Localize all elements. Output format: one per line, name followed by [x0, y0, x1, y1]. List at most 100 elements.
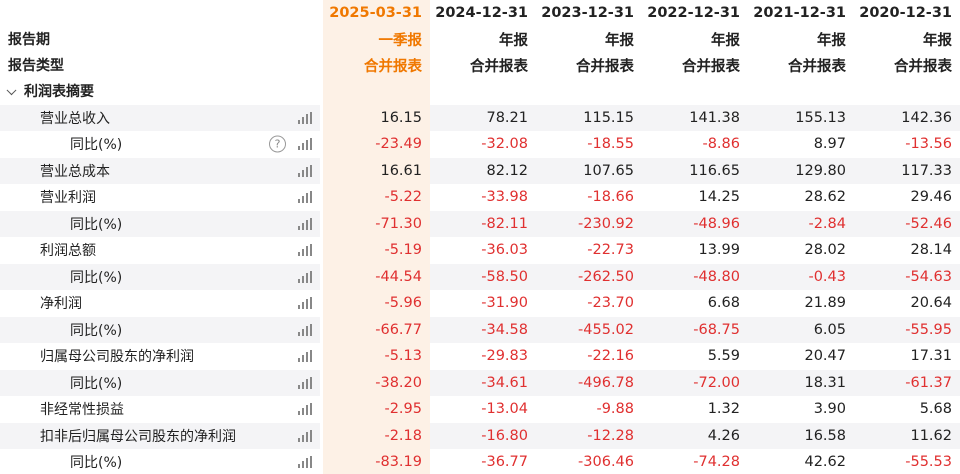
table-cell: 6.05 [813, 321, 846, 338]
table-cell: -36.03 [481, 242, 528, 259]
table-row: 利润总额 -5.19 -36.03 -22.73 13.99 28.02 28.14 [0, 237, 960, 264]
bar-chart-icon[interactable] [298, 191, 313, 204]
table-cell: 155.13 [795, 109, 846, 126]
table-cell: -52.46 [905, 215, 952, 232]
table-cell: -29.83 [481, 348, 528, 365]
table-cell: -61.37 [905, 374, 952, 391]
header-type: 合并报表 [323, 52, 430, 78]
bar-chart-icon[interactable] [298, 111, 313, 124]
table-cell: 42.62 [804, 454, 846, 471]
header-type: 合并报表 [682, 58, 740, 75]
bar-chart-icon[interactable] [298, 164, 313, 177]
table-cell: -72.00 [693, 374, 740, 391]
table-cell: -230.92 [578, 215, 634, 232]
table-cell: 28.14 [910, 242, 952, 259]
table-cell: 5.59 [707, 348, 740, 365]
table-cell: -34.61 [481, 374, 528, 391]
table-cell: -18.55 [587, 136, 634, 153]
table-cell: -48.80 [693, 268, 740, 285]
table-row: 营业总成本 16.61 82.12 107.65 116.65 129.80 117.33 [0, 157, 960, 184]
table-cell: 78.21 [486, 109, 528, 126]
table-cell: -38.20 [323, 369, 430, 396]
table-cell: -31.90 [481, 295, 528, 312]
bar-chart-icon[interactable] [298, 323, 313, 336]
table-cell: -9.88 [596, 401, 634, 418]
table-cell: 21.89 [804, 295, 846, 312]
help-circle-icon[interactable]: ? [269, 135, 287, 153]
table-cell: -455.02 [578, 321, 634, 338]
table-row: 同比(%) -71.30 -82.11 -230.92 -48.96 -2.84 -52.4… [0, 210, 960, 237]
table-cell: 1.32 [707, 401, 740, 418]
table-cell: -34.58 [481, 321, 528, 338]
row-label: 净利润 [40, 296, 82, 313]
table-cell: -12.28 [587, 427, 634, 444]
section-income-summary[interactable]: 利润表摘要 [0, 78, 960, 105]
row-label: 营业总成本 [40, 163, 110, 180]
chevron-down-icon[interactable] [6, 85, 17, 96]
table-cell: 3.90 [813, 401, 846, 418]
table-cell: -262.50 [578, 268, 634, 285]
bar-chart-icon[interactable] [298, 244, 313, 257]
header-period: 年报 [605, 32, 634, 49]
header-period: 年报 [499, 32, 528, 49]
bar-chart-icon[interactable] [298, 270, 313, 283]
table-cell: 20.64 [910, 295, 952, 312]
table-row: 扣非后归属母公司股东的净利润 -2.18 -16.80 -12.28 4.26 16.58… [0, 422, 960, 449]
header-type: 合并报表 [894, 58, 952, 75]
table-cell: 28.62 [804, 189, 846, 206]
section-cell [854, 78, 960, 105]
table-cell: -23.49 [323, 131, 430, 158]
table-cell: -68.75 [693, 321, 740, 338]
table-cell: -23.70 [587, 295, 634, 312]
table-cell: -44.54 [323, 263, 430, 290]
report-type-label: 报告类型 [8, 58, 64, 74]
bar-chart-icon[interactable] [298, 403, 313, 416]
table-cell: 29.46 [910, 189, 952, 206]
bar-chart-icon[interactable] [298, 456, 313, 469]
table-cell: -16.80 [481, 427, 528, 444]
report-period-label: 报告期 [8, 32, 50, 48]
bar-chart-icon[interactable] [298, 138, 313, 151]
header-type: 合并报表 [788, 58, 846, 75]
section-cell [642, 78, 748, 105]
row-label: 同比(%) [70, 455, 123, 472]
table-cell: 13.99 [698, 242, 740, 259]
table-cell: 116.65 [689, 162, 740, 179]
header-corner [0, 0, 320, 26]
header-date: 2024-12-31 [435, 5, 528, 21]
bar-chart-icon[interactable] [298, 429, 313, 442]
table-cell: -496.78 [578, 374, 634, 391]
header-date: 2023-12-31 [541, 5, 634, 21]
row-label: 同比(%) [70, 216, 123, 233]
table-cell: 115.15 [583, 109, 634, 126]
header-period: 年报 [923, 32, 952, 49]
table-cell: 16.15 [323, 104, 430, 131]
table-cell: 28.02 [804, 242, 846, 259]
table-cell: -18.66 [587, 189, 634, 206]
table-cell: -66.77 [323, 316, 430, 343]
bar-chart-icon[interactable] [298, 217, 313, 230]
header-date: 2025-03-31 [323, 0, 430, 26]
bar-chart-icon[interactable] [298, 376, 313, 389]
section-cell [323, 78, 430, 105]
row-label: 同比(%) [70, 322, 123, 339]
table-cell: 16.61 [323, 157, 430, 184]
table-row: 同比(%) -83.19 -36.77 -306.46 -74.28 42.62 -55.5… [0, 449, 960, 474]
header-type: 合并报表 [470, 58, 528, 75]
table-cell: 14.25 [698, 189, 740, 206]
table-cell: -5.13 [323, 343, 430, 370]
header-period: 一季报 [323, 26, 430, 52]
table-cell: -306.46 [578, 454, 634, 471]
table-cell: 20.47 [804, 348, 846, 365]
table-cell: -13.04 [481, 401, 528, 418]
bar-chart-icon[interactable] [298, 297, 313, 310]
table-cell: 11.62 [910, 427, 952, 444]
row-label: 营业总收入 [40, 110, 110, 127]
row-label: 利润总额 [40, 243, 96, 260]
table-cell: 107.65 [583, 162, 634, 179]
table-cell: -54.63 [905, 268, 952, 285]
section-cell [430, 78, 536, 105]
table-row: 非经常性损益 -2.95 -13.04 -9.88 1.32 3.90 5.68 [0, 396, 960, 423]
bar-chart-icon[interactable] [298, 350, 313, 363]
